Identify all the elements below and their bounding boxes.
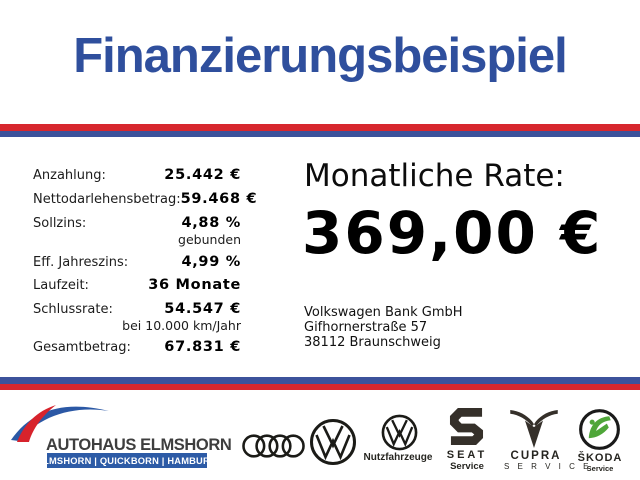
dealer-name: AUTOHAUS ELMSHORN <box>46 436 232 454</box>
divider-top <box>0 124 640 137</box>
finance-row: Nettodarlehensbetrag: 59.468 € <box>33 191 257 208</box>
dealer-locations: ELMSHORN | QUICKBORN | HAMBURG <box>36 455 218 466</box>
finance-label: Schlussrate: <box>33 302 113 317</box>
cupra-wordmark: CUPRA <box>510 450 562 462</box>
finance-note: gebunden <box>178 232 241 247</box>
finance-value: 67.831 € <box>164 339 241 355</box>
finance-label: Nettodarlehensbetrag: <box>33 192 181 207</box>
finance-note: bei 10.000 km/Jahr <box>122 318 241 333</box>
cupra-service-label: S E R V I C E <box>504 462 592 471</box>
bank-street: Gifhornerstraße 57 <box>304 320 428 335</box>
page-title: Finanzierungsbeispiel <box>73 29 568 83</box>
skoda-winged-arrow-icon <box>579 409 620 450</box>
finance-value: 54.547 € <box>164 301 241 317</box>
bank-name: Volkswagen Bank GmbH <box>304 305 463 320</box>
finance-row: Anzahlung: 25.442 € <box>33 167 241 184</box>
dealer-locations-bar: ELMSHORN | QUICKBORN | HAMBURG <box>37 453 217 468</box>
bank-city: 38112 Braunschweig <box>304 335 441 350</box>
divider-bottom <box>0 377 640 390</box>
finance-row: Eff. Jahreszins: 4,99 % <box>33 254 241 271</box>
audi-rings-icon <box>242 434 305 458</box>
finance-value: 4,88 % <box>181 215 241 231</box>
seat-wordmark: SEAT <box>446 449 488 461</box>
divider-blue-band <box>0 377 640 384</box>
skoda-wordmark: ŠKODA <box>577 452 623 464</box>
finance-row: Gesamtbetrag: 67.831 € <box>33 339 241 356</box>
divider-red-band <box>0 383 640 390</box>
seat-service-label: Service <box>450 461 484 472</box>
monthly-rate-amount: 369,00 € <box>302 199 603 267</box>
divider-red-band <box>0 124 640 131</box>
finance-value: 59.468 € <box>180 191 258 207</box>
dealer-swoosh-icon <box>11 405 109 442</box>
cupra-emblem-icon <box>510 410 558 448</box>
finance-row: Sollzins: 4,88 % gebunden <box>33 215 241 247</box>
vw-logo-icon <box>310 419 356 465</box>
finance-label: Eff. Jahreszins: <box>33 255 129 270</box>
finance-row: Laufzeit: 36 Monate <box>33 277 241 294</box>
finance-label: Gesamtbetrag: <box>33 340 131 355</box>
vw-nutzfahrzeuge-label: Nutzfahrzeuge <box>363 452 433 463</box>
bank-address: Volkswagen Bank GmbH Gifhornerstraße 57 … <box>304 305 463 350</box>
monthly-rate-heading: Monatliche Rate: <box>304 158 565 194</box>
divider-blue-band <box>0 130 640 137</box>
finance-value: 25.442 € <box>164 167 241 183</box>
finance-row: Schlussrate: 54.547 € bei 10.000 km/Jahr <box>33 301 241 333</box>
finance-label: Laufzeit: <box>33 278 89 293</box>
finance-label: Anzahlung: <box>33 168 106 183</box>
finance-value: 4,99 % <box>181 254 241 270</box>
finance-label: Sollzins: <box>33 216 87 231</box>
vw-nutzfahrzeuge-icon <box>381 414 418 451</box>
seat-s-icon <box>449 408 484 445</box>
skoda-service-label: Service <box>586 464 614 473</box>
finance-value: 36 Monate <box>148 277 241 293</box>
